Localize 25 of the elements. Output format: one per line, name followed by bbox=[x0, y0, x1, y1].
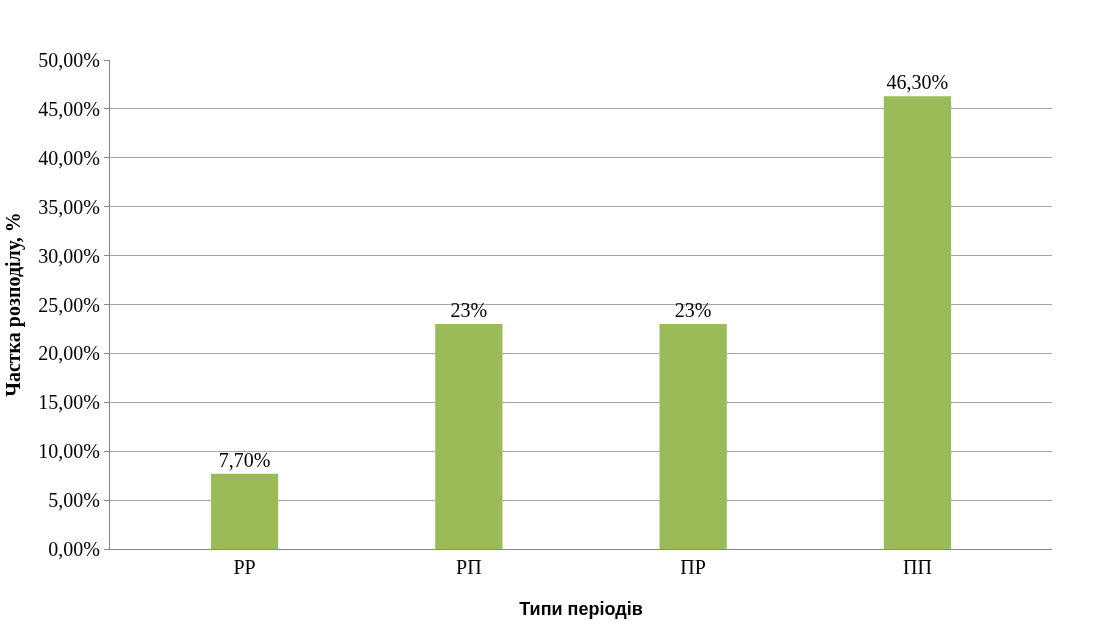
y-tick-label: 25,00% bbox=[38, 293, 100, 316]
bar bbox=[435, 324, 503, 549]
y-axis-title: Частка розподілу, % bbox=[1, 212, 25, 397]
data-label: 7,70% bbox=[218, 448, 271, 471]
x-axis-title: Типи періодів bbox=[519, 599, 643, 620]
x-tick-label: РП bbox=[456, 556, 482, 578]
y-tick-label: 5,00% bbox=[48, 489, 100, 512]
y-tick-label: 30,00% bbox=[38, 244, 100, 267]
data-label: 23% bbox=[674, 299, 712, 322]
x-tick-label: РР bbox=[233, 556, 256, 578]
y-tick-label: 35,00% bbox=[38, 195, 100, 218]
y-tick-label: 40,00% bbox=[38, 146, 100, 169]
y-tick-label: 15,00% bbox=[38, 391, 100, 414]
bar bbox=[659, 324, 727, 549]
data-label: 23% bbox=[450, 299, 488, 322]
x-tick-label: ПП bbox=[902, 556, 932, 578]
y-tick-label: 10,00% bbox=[38, 440, 100, 463]
y-tick-label: 50,00% bbox=[38, 49, 100, 71]
data-label: 46,30% bbox=[886, 71, 949, 94]
x-tick-label: ПР bbox=[680, 556, 706, 578]
bar bbox=[883, 96, 952, 549]
y-tick-label: 20,00% bbox=[38, 342, 100, 365]
y-tick-label: 0,00% bbox=[48, 538, 100, 560]
y-tick-label: 45,00% bbox=[38, 97, 100, 120]
bar bbox=[210, 473, 279, 549]
